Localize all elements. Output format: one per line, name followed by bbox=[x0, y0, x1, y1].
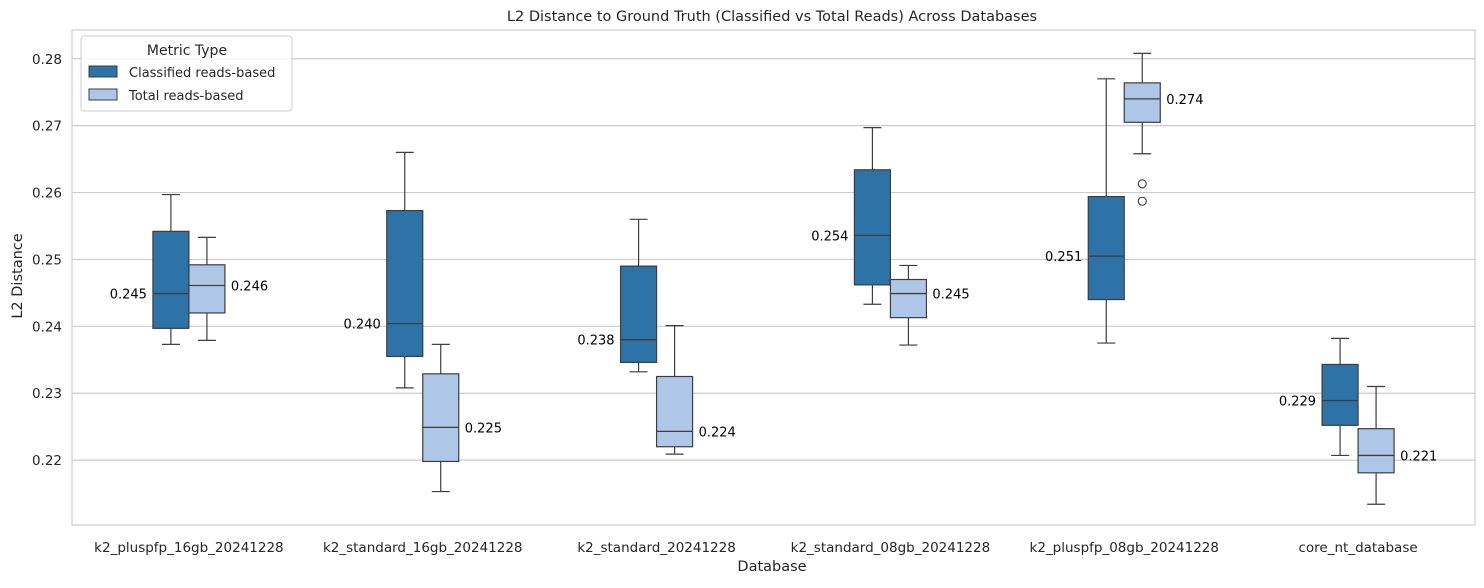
box bbox=[1357, 428, 1395, 474]
grid-lines bbox=[72, 58, 1475, 461]
median-label: 0.245 bbox=[932, 288, 969, 303]
y-tick-label: 0.25 bbox=[32, 252, 62, 268]
box bbox=[1123, 82, 1161, 123]
box-group: 0.240 bbox=[344, 151, 424, 389]
legend-frame bbox=[80, 35, 293, 112]
x-tick-label: k2_standard_08gb_20241228 bbox=[791, 540, 991, 556]
median-label: 0.221 bbox=[1400, 449, 1437, 464]
median-label: 0.240 bbox=[344, 318, 381, 333]
x-axis-label: Database bbox=[737, 559, 806, 575]
legend: Metric Type Classified reads-based Total… bbox=[80, 35, 293, 112]
box-group: 0.245 bbox=[889, 264, 970, 346]
median-label: 0.229 bbox=[1279, 395, 1316, 410]
box-group: 0.251 bbox=[1045, 78, 1125, 344]
box-group: 0.246 bbox=[188, 236, 268, 341]
box bbox=[1087, 195, 1125, 301]
y-tick-label: 0.28 bbox=[32, 52, 62, 68]
box-group: 0.274 bbox=[1123, 52, 1203, 206]
y-axis-label: L2 Distance bbox=[10, 233, 26, 318]
x-tick-label: k2_standard_16gb_20241228 bbox=[323, 540, 523, 556]
box bbox=[889, 278, 928, 319]
median-label: 0.254 bbox=[811, 229, 848, 244]
legend-swatch-classified bbox=[88, 65, 118, 78]
y-tick-label: 0.24 bbox=[32, 319, 62, 335]
median-label: 0.225 bbox=[465, 421, 502, 436]
box-group: 0.229 bbox=[1279, 337, 1359, 457]
box bbox=[188, 264, 226, 314]
chart-title: L2 Distance to Ground Truth (Classified … bbox=[507, 9, 1037, 25]
y-axis-ticks: 0.22 0.23 0.24 0.25 0.26 0.27 0.28 bbox=[32, 52, 62, 469]
y-tick-label: 0.26 bbox=[32, 186, 62, 202]
median-label: 0.251 bbox=[1045, 250, 1082, 265]
x-tick-label: k2_pluspfp_16gb_20241228 bbox=[94, 540, 284, 556]
legend-swatch-total bbox=[88, 88, 118, 101]
plot-frame bbox=[71, 29, 1476, 526]
box bbox=[853, 169, 892, 286]
legend-label-classified: Classified reads-based bbox=[129, 66, 275, 81]
outlier-point bbox=[1137, 179, 1147, 189]
box bbox=[152, 230, 190, 329]
box-layer: 0.245 0.240 0.238 0.254 0.251 0.229 0.246 0.225… bbox=[110, 52, 1437, 505]
box-group: 0.224 bbox=[655, 325, 736, 455]
y-tick-label: 0.22 bbox=[32, 453, 62, 469]
median-label: 0.245 bbox=[110, 288, 147, 303]
box-group: 0.245 bbox=[110, 193, 190, 345]
box-group: 0.225 bbox=[422, 343, 502, 493]
box-group: 0.221 bbox=[1357, 385, 1437, 505]
x-tick-label: core_nt_database bbox=[1298, 540, 1417, 556]
y-tick-label: 0.23 bbox=[32, 386, 62, 402]
y-tick-label: 0.27 bbox=[32, 119, 62, 135]
box bbox=[386, 210, 424, 358]
legend-label-total: Total reads-based bbox=[128, 89, 243, 104]
x-tick-label: k2_pluspfp_08gb_20241228 bbox=[1030, 540, 1220, 556]
box-group: 0.254 bbox=[811, 127, 892, 305]
box bbox=[619, 265, 658, 364]
median-label: 0.238 bbox=[577, 334, 614, 349]
x-axis-ticks: k2_pluspfp_16gb_20241228 k2_standard_16gb… bbox=[94, 540, 1418, 556]
median-label: 0.246 bbox=[231, 280, 268, 295]
x-tick-label: k2_standard_20241228 bbox=[577, 540, 736, 556]
median-label: 0.224 bbox=[699, 425, 736, 440]
box bbox=[655, 375, 694, 448]
legend-title: Metric Type bbox=[147, 43, 227, 59]
outlier-point bbox=[1137, 196, 1147, 206]
box bbox=[422, 373, 460, 463]
box bbox=[1321, 363, 1359, 426]
median-label: 0.274 bbox=[1166, 93, 1203, 108]
box-group: 0.238 bbox=[577, 218, 658, 373]
